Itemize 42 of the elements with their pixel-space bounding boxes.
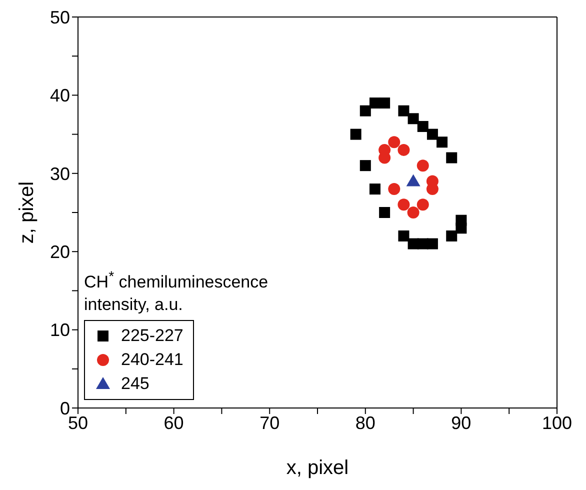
x-tick-label: 90: [451, 412, 472, 433]
point: [426, 238, 438, 250]
legend-label: 245: [121, 373, 150, 395]
point: [360, 105, 371, 116]
point: [406, 174, 420, 186]
x-tick-label: 60: [164, 412, 184, 433]
point: [398, 230, 410, 242]
point: [426, 128, 438, 140]
x-axis-title: x, pixel: [286, 457, 349, 479]
point: [350, 128, 362, 140]
x-tick-label: 80: [355, 412, 376, 433]
y-tick-label: 50: [50, 7, 70, 28]
point: [369, 184, 380, 195]
x-tick-label: 70: [260, 412, 280, 433]
point: [360, 160, 371, 172]
point: [379, 207, 390, 218]
point: [388, 136, 400, 148]
point: [456, 214, 467, 226]
y-tick-label: 0: [60, 398, 70, 418]
point: [398, 105, 410, 116]
point: [417, 120, 428, 132]
point: [388, 183, 400, 196]
legend-label: 225-227: [121, 325, 184, 347]
point: [408, 113, 419, 124]
legend-title: CH$^{*}$ chemiluminescence intensity, a.u.: [84, 268, 268, 316]
point: [436, 136, 448, 148]
y-tick-label: 40: [50, 86, 70, 106]
point: [446, 152, 458, 164]
y-tick-label: 30: [50, 164, 70, 184]
point: [416, 160, 429, 172]
point: [416, 198, 429, 211]
point: [379, 98, 390, 109]
x-tick-label: 100: [542, 412, 572, 433]
point: [446, 230, 458, 242]
x-tick-label: 50: [68, 412, 88, 433]
y-axis-title: z, pixel: [16, 181, 38, 244]
point: [398, 144, 410, 156]
y-tick-label: 20: [50, 242, 70, 262]
legend-label: 240-241: [121, 349, 184, 371]
point: [407, 206, 420, 218]
y-tick-label: 10: [50, 320, 70, 340]
point: [398, 198, 410, 211]
